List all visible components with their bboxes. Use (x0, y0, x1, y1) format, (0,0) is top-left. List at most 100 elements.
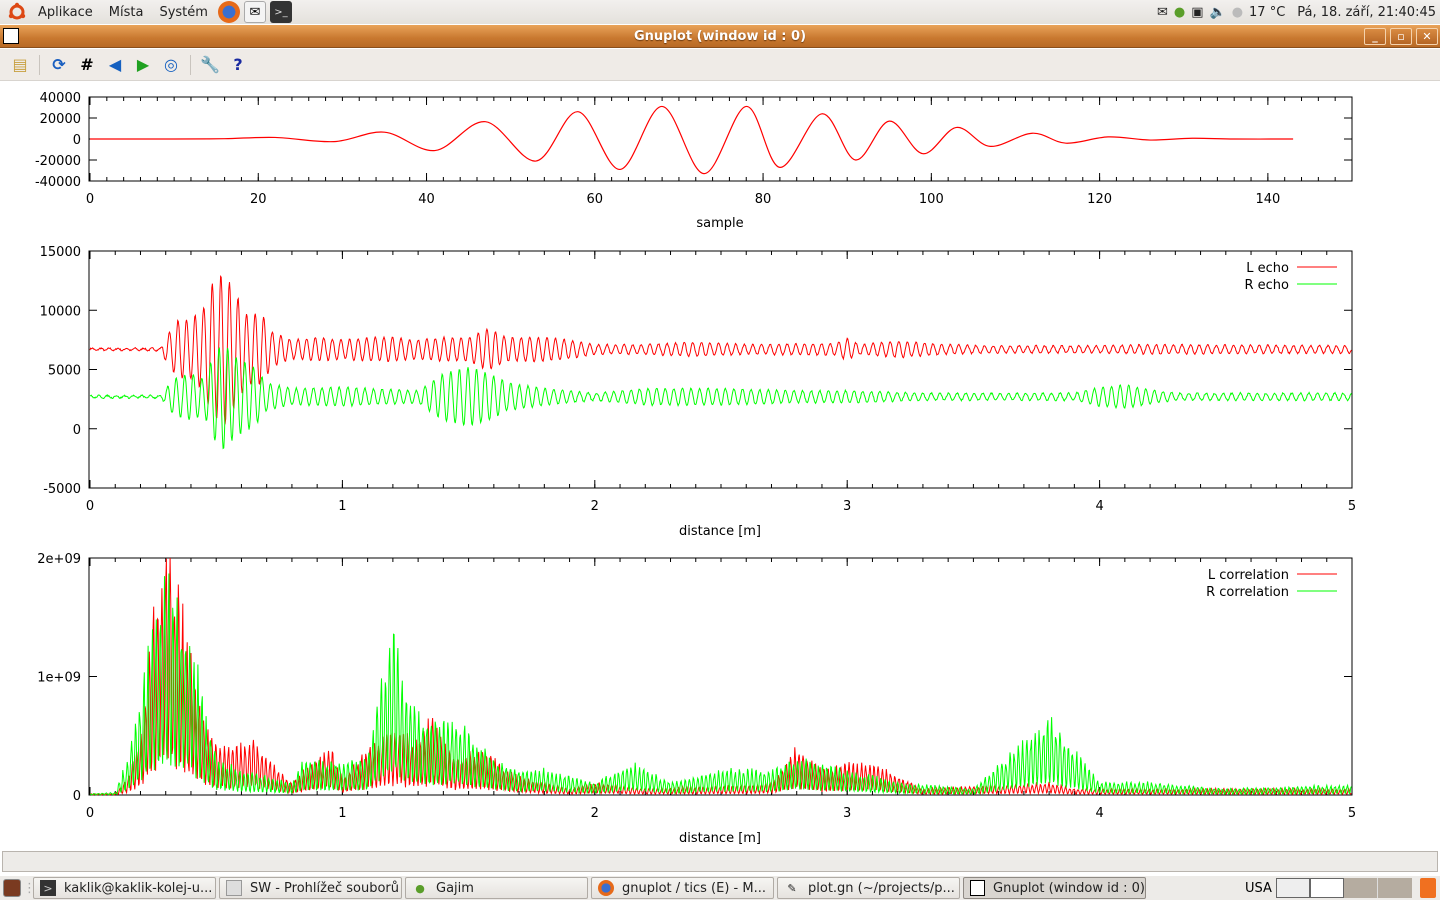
gajim-tray-icon[interactable]: ● (1173, 4, 1186, 20)
x-tick-label: 40 (418, 192, 435, 207)
wrench-icon[interactable]: 🔧 (200, 55, 220, 74)
x-tick-label: 100 (919, 192, 944, 207)
plot-canvas[interactable]: 0 20 40 60 80 100 120 14040000200000-20000-4000… (0, 81, 1440, 849)
x-tick-label: 3 (843, 499, 851, 514)
plot-border (88, 557, 1353, 796)
y-tick-label: -40000 (35, 175, 81, 190)
x-tick-label: 60 (587, 192, 604, 207)
series-line-l-echo (89, 274, 1352, 425)
terminal-icon: > (40, 880, 56, 896)
firefox-icon (598, 880, 614, 896)
task-terminal[interactable]: > kaklik@kaklik-kolej-u... (33, 877, 216, 899)
x-tick-label: 2 (591, 806, 599, 821)
taskbar-handle[interactable]: ⋮ (23, 880, 36, 896)
keyboard-layout[interactable]: USA (1245, 880, 1272, 896)
window-titlebar[interactable]: Gnuplot (window id : 0) _ ▫ ✕ (0, 25, 1440, 48)
y-tick-label: 40000 (40, 91, 81, 106)
status-bar (2, 851, 1438, 872)
plot-border (88, 250, 1353, 489)
gnuplot-icon (970, 880, 986, 896)
ubuntu-logo-icon[interactable] (6, 1, 28, 23)
gajim-icon: ● (415, 881, 425, 895)
x-axis-label: distance [m] (679, 524, 761, 539)
legend-label: R correlation (1206, 585, 1289, 600)
y-tick-label: 5000 (48, 364, 81, 379)
next-zoom-icon[interactable]: ▶ (136, 55, 150, 74)
y-tick-label: 15000 (40, 245, 81, 260)
autoscale-icon[interactable]: ◎ (164, 55, 178, 74)
x-tick-label: 80 (755, 192, 772, 207)
taskbar: ⋮ > kaklik@kaklik-kolej-u... SW - Prohlíž… (0, 875, 1440, 900)
task-firefox[interactable]: gnuplot / tics (E) - M... (591, 877, 774, 899)
x-axis-label: distance [m] (679, 831, 761, 846)
x-tick-label: 4 (1095, 499, 1103, 514)
series-line-r-echo (89, 347, 1352, 450)
legend-label: L correlation (1208, 568, 1289, 583)
x-tick-label: 120 (1087, 192, 1112, 207)
y-tick-label: 0 (73, 789, 81, 804)
x-tick-label: 1 (338, 499, 346, 514)
x-tick-label: 0 (86, 806, 94, 821)
maximize-button[interactable]: ▫ (1390, 28, 1412, 45)
x-tick-label: 2 (591, 499, 599, 514)
workspace-4[interactable] (1377, 878, 1412, 898)
minimize-button[interactable]: _ (1364, 28, 1386, 45)
series-line-r-correlation (89, 573, 1352, 796)
terminal-icon[interactable]: >_ (269, 1, 292, 23)
toolbar-separator (190, 54, 191, 75)
firefox-icon[interactable] (217, 1, 240, 23)
x-tick-label: 140 (1255, 192, 1280, 207)
x-tick-label: 0 (86, 192, 94, 207)
x-tick-label: 1 (338, 806, 346, 821)
workspace-switcher[interactable] (1275, 878, 1412, 898)
previous-zoom-icon[interactable]: ◀ (108, 55, 122, 74)
menu-places[interactable]: Místa (108, 4, 144, 20)
task-file-manager[interactable]: SW - Prohlížeč souborů (219, 877, 402, 899)
task-gajim[interactable]: ● Gajim (405, 877, 588, 899)
copy-to-clipboard-icon[interactable]: ▤ (12, 55, 28, 74)
mail-icon[interactable]: ✉ (243, 1, 266, 23)
file-manager-icon (226, 880, 242, 896)
grid-icon[interactable]: # (80, 55, 94, 74)
menu-applications[interactable]: Aplikace (38, 4, 93, 20)
legend-label: L echo (1246, 261, 1289, 276)
x-tick-label: 20 (250, 192, 267, 207)
y-tick-label: 2e+09 (37, 552, 81, 567)
trash-icon[interactable] (1419, 878, 1436, 898)
x-tick-label: 5 (1348, 499, 1356, 514)
series-line (89, 105, 1294, 175)
weather-icon: ● (1231, 4, 1244, 20)
temperature: 17 °C (1249, 4, 1286, 20)
menu-system[interactable]: Systém (159, 4, 208, 20)
gnuplot-icon[interactable] (3, 28, 19, 44)
workspace-1[interactable] (1275, 878, 1310, 898)
y-tick-label: -20000 (35, 154, 81, 169)
volume-icon[interactable]: 🔈 (1209, 4, 1226, 20)
toolbar-separator (39, 54, 40, 75)
task-gnuplot[interactable]: Gnuplot (window id : 0) (963, 877, 1146, 899)
system-tray: ✉ ● ▣ 🔈 ● 17 °C Pá, 18. září, 21:40:45 (1157, 0, 1436, 24)
x-tick-label: 0 (86, 499, 94, 514)
clock[interactable]: Pá, 18. září, 21:40:45 (1297, 4, 1436, 20)
legend-label: R echo (1244, 278, 1289, 293)
replot-icon[interactable]: ⟳ (52, 55, 66, 74)
x-axis-label: sample (696, 216, 743, 231)
toolbar: ▤ ⟳ # ◀ ▶ ◎ 🔧 ? (0, 49, 1440, 81)
help-icon[interactable]: ? (233, 55, 243, 74)
close-button[interactable]: ✕ (1416, 28, 1438, 45)
window-title: Gnuplot (window id : 0) (633, 28, 807, 44)
network-icon[interactable]: ▣ (1191, 4, 1204, 20)
text-editor-icon: ✎ (787, 881, 797, 895)
mail-notification-icon[interactable]: ✉ (1156, 4, 1168, 20)
task-text-editor[interactable]: ✎ plot.gn (~/projects/p... (777, 877, 960, 899)
top-panel: Aplikace Místa Systém ✉ >_ ✉ ● ▣ 🔈 ● 17 … (0, 0, 1440, 24)
y-tick-label: 0 (73, 133, 81, 148)
y-tick-label: 0 (73, 423, 81, 438)
workspace-3[interactable] (1343, 878, 1378, 898)
y-tick-label: 1e+09 (37, 671, 81, 686)
y-tick-label: -5000 (43, 482, 81, 497)
x-tick-label: 5 (1348, 806, 1356, 821)
workspace-2[interactable] (1309, 878, 1344, 898)
show-desktop-icon[interactable] (3, 879, 21, 897)
y-tick-label: 20000 (40, 112, 81, 127)
